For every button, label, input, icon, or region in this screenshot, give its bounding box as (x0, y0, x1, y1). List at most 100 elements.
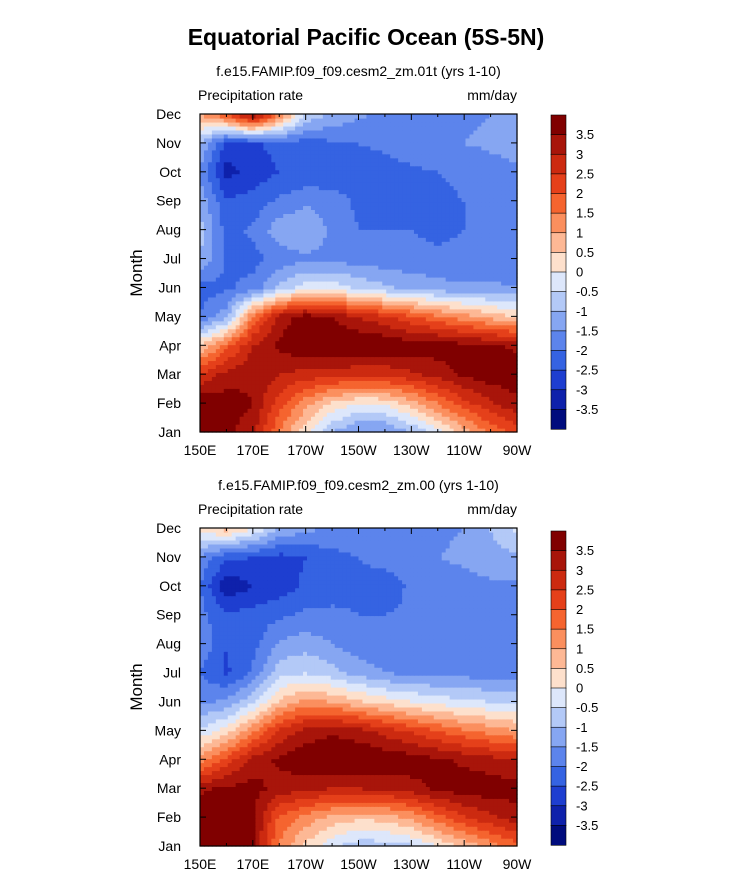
heatmap-cell (255, 241, 261, 246)
heatmap-cell (378, 269, 383, 274)
heatmap-cell (366, 284, 371, 290)
heatmap-cell (200, 344, 205, 350)
heatmap-cell (394, 340, 399, 346)
heatmap-cell (398, 189, 403, 195)
heatmap-cell (207, 384, 213, 389)
heatmap-cell (461, 189, 467, 195)
heatmap-cell (402, 412, 407, 417)
heatmap-cell (449, 265, 455, 270)
heatmap-cell (497, 424, 502, 429)
heatmap-cell (461, 348, 467, 354)
heatmap-cell (437, 189, 443, 195)
heatmap-cell (374, 245, 379, 250)
heatmap-cell (295, 392, 300, 397)
heatmap-cell (267, 221, 272, 226)
heatmap-cell (215, 276, 221, 282)
heatmap-cell (465, 360, 471, 366)
heatmap-cell (394, 249, 399, 254)
heatmap-cell (386, 320, 391, 326)
heatmap-cell (429, 245, 435, 250)
heatmap-cell (481, 408, 486, 413)
heatmap-cell (461, 288, 467, 294)
heatmap-cell (410, 316, 415, 322)
heatmap-cell (303, 181, 308, 187)
heatmap-cell (406, 205, 411, 210)
heatmap-cell (318, 241, 324, 246)
heatmap-cell (326, 392, 332, 397)
heatmap-cell (215, 308, 221, 314)
heatmap-cell (386, 352, 391, 358)
heatmap-cell (465, 348, 471, 354)
heatmap-cell (398, 332, 403, 338)
heatmap-cell (295, 416, 300, 421)
heatmap-cell (410, 348, 415, 354)
heatmap-cell (481, 257, 486, 262)
heatmap-cell (203, 276, 209, 282)
heatmap-cell (505, 312, 510, 318)
heatmap-cell (251, 189, 257, 195)
heatmap-cell (390, 408, 395, 413)
heatmap-cell (231, 213, 237, 218)
heatmap-cell (207, 257, 213, 262)
heatmap-cell (259, 412, 264, 417)
heatmap-cell (346, 348, 352, 354)
heatmap-cell (338, 237, 344, 242)
heatmap-cell (330, 376, 336, 381)
heatmap-cell (275, 225, 280, 230)
heatmap-cell (306, 233, 312, 238)
heatmap-cell (326, 328, 332, 334)
heatmap-cell (449, 233, 455, 238)
heatmap-cell (271, 384, 276, 389)
heatmap-cell (394, 312, 399, 318)
heatmap-cell (433, 280, 439, 286)
heatmap-cell (322, 229, 328, 234)
heatmap-cell (283, 384, 288, 389)
heatmap-cell (366, 225, 371, 230)
heatmap-cell (441, 233, 447, 238)
heatmap-cell (243, 257, 249, 262)
heatmap-cell (413, 253, 419, 258)
heatmap-cell (211, 225, 217, 230)
heatmap-cell (279, 400, 284, 405)
heatmap-cell (247, 380, 253, 385)
heatmap-cell (382, 420, 387, 425)
heatmap-cell (410, 396, 415, 401)
heatmap-cell (318, 428, 324, 433)
heatmap-cell (259, 233, 264, 238)
heatmap-cell (239, 213, 245, 218)
heatmap-cell (437, 420, 443, 425)
heatmap-cell (223, 197, 229, 203)
heatmap-cell (263, 300, 268, 306)
heatmap-cell (239, 412, 245, 417)
heatmap-cell (350, 205, 356, 210)
heatmap-cell (402, 225, 407, 230)
heatmap-cell (275, 396, 280, 401)
heatmap-cell (394, 273, 399, 278)
heatmap-cell (283, 328, 288, 334)
heatmap-cell (374, 408, 379, 413)
heatmap-cell (374, 280, 379, 286)
heatmap-cell (461, 221, 467, 226)
heatmap-cell (330, 332, 336, 338)
heatmap-cell (413, 416, 419, 421)
heatmap-cell (497, 193, 502, 199)
heatmap-cell (338, 412, 344, 417)
heatmap-cell (382, 408, 387, 413)
heatmap-cell (465, 400, 471, 405)
heatmap-cell (295, 332, 300, 338)
heatmap-cell (239, 245, 245, 250)
heatmap-cell (374, 356, 379, 362)
heatmap-cell (406, 420, 411, 425)
heatmap-cell (445, 404, 451, 409)
heatmap-cell (330, 356, 336, 362)
heatmap-cell (433, 424, 439, 429)
heatmap-cell (433, 257, 439, 262)
heatmap-cell (437, 324, 443, 330)
heatmap-cell (505, 292, 510, 298)
heatmap-cell (390, 344, 395, 350)
heatmap-cell (406, 332, 411, 338)
heatmap-cell (465, 408, 471, 413)
heatmap-cell (413, 312, 419, 318)
heatmap-cell (346, 396, 352, 401)
heatmap-cell (473, 324, 478, 330)
